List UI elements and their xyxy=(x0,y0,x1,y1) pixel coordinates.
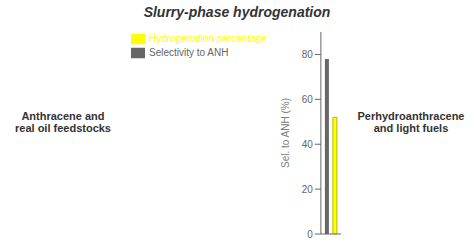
html-text:real oil feedstocks: real oil feedstocks xyxy=(15,122,111,134)
html-text:Slurry-phase hydrogenation: Slurry-phase hydrogenation xyxy=(143,4,331,20)
svg-text:Sel. to ANH (%): Sel. to ANH (%) xyxy=(280,98,291,168)
html-text:Selectivity to ANH: Selectivity to ANH xyxy=(149,46,229,58)
svg-text:60: 60 xyxy=(302,94,314,105)
html-text:Anthracene and: Anthracene and xyxy=(21,110,105,122)
svg-text:0: 0 xyxy=(307,229,313,240)
svg-text:40: 40 xyxy=(302,139,314,150)
svg-text:20: 20 xyxy=(302,184,314,195)
svg-text:80: 80 xyxy=(302,49,314,60)
html-text:and light fuels: and light fuels xyxy=(373,122,449,134)
html-text:Hydrogenation percentage: Hydrogenation percentage xyxy=(149,32,267,44)
html-text:Perhydroanthracene: Perhydroanthracene xyxy=(357,110,465,122)
